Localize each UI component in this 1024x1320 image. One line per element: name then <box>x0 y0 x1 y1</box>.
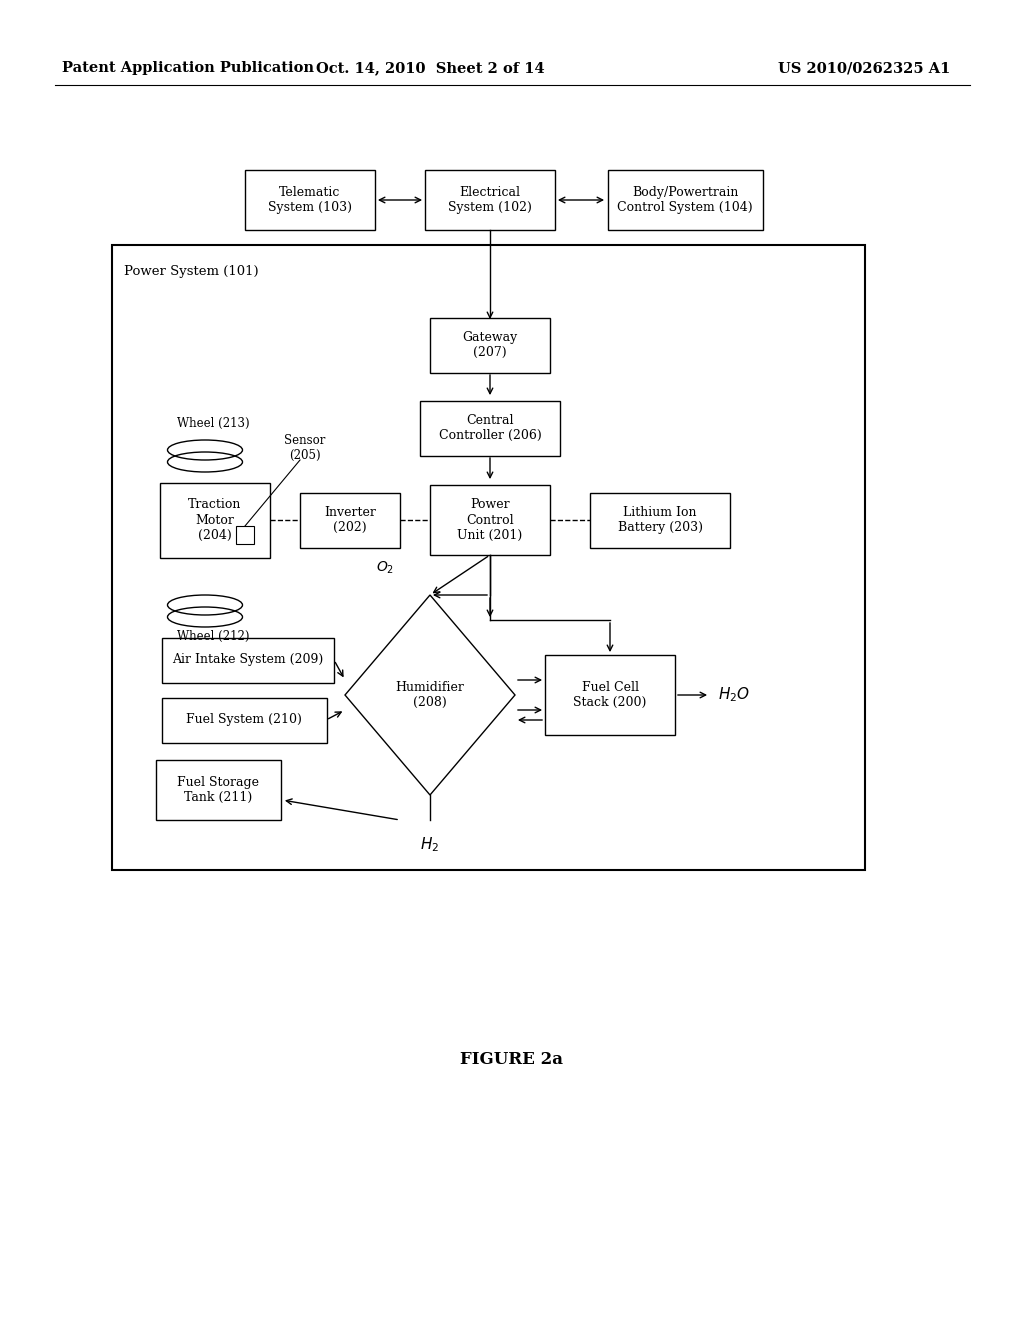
Bar <box>236 525 254 544</box>
FancyBboxPatch shape <box>300 492 400 548</box>
Text: Power System (101): Power System (101) <box>124 265 259 279</box>
Text: $H_2O$: $H_2O$ <box>718 685 751 705</box>
Text: US 2010/0262325 A1: US 2010/0262325 A1 <box>777 61 950 75</box>
Text: Traction
Motor
(204): Traction Motor (204) <box>188 499 242 541</box>
Text: Fuel System (210): Fuel System (210) <box>186 714 302 726</box>
FancyBboxPatch shape <box>545 655 675 735</box>
Text: Fuel Cell
Stack (200): Fuel Cell Stack (200) <box>573 681 647 709</box>
Text: Lithium Ion
Battery (203): Lithium Ion Battery (203) <box>617 506 702 535</box>
FancyBboxPatch shape <box>162 638 334 682</box>
FancyBboxPatch shape <box>156 760 281 820</box>
FancyBboxPatch shape <box>162 697 327 742</box>
FancyBboxPatch shape <box>112 246 865 870</box>
FancyBboxPatch shape <box>590 492 730 548</box>
Text: Telematic
System (103): Telematic System (103) <box>268 186 352 214</box>
Text: Sensor
(205): Sensor (205) <box>285 434 326 462</box>
Text: $H_2$: $H_2$ <box>421 836 439 854</box>
Text: Electrical
System (102): Electrical System (102) <box>449 186 531 214</box>
Text: Wheel (212): Wheel (212) <box>177 630 249 643</box>
FancyBboxPatch shape <box>245 170 375 230</box>
Text: $O_2$: $O_2$ <box>376 560 394 577</box>
Text: Power
Control
Unit (201): Power Control Unit (201) <box>458 499 522 541</box>
Text: Humidifier
(208): Humidifier (208) <box>395 681 465 709</box>
FancyBboxPatch shape <box>425 170 555 230</box>
FancyBboxPatch shape <box>160 483 270 557</box>
Text: Gateway
(207): Gateway (207) <box>463 331 517 359</box>
FancyBboxPatch shape <box>420 400 560 455</box>
Text: Patent Application Publication: Patent Application Publication <box>62 61 314 75</box>
Text: Air Intake System (209): Air Intake System (209) <box>172 653 324 667</box>
Text: Inverter
(202): Inverter (202) <box>324 506 376 535</box>
Text: Body/Powertrain
Control System (104): Body/Powertrain Control System (104) <box>617 186 753 214</box>
FancyBboxPatch shape <box>607 170 763 230</box>
FancyBboxPatch shape <box>430 318 550 372</box>
Text: FIGURE 2a: FIGURE 2a <box>461 1052 563 1068</box>
FancyBboxPatch shape <box>430 484 550 554</box>
Text: Wheel (213): Wheel (213) <box>177 417 249 430</box>
Text: Central
Controller (206): Central Controller (206) <box>438 414 542 442</box>
Text: Fuel Storage
Tank (211): Fuel Storage Tank (211) <box>177 776 259 804</box>
Text: Oct. 14, 2010  Sheet 2 of 14: Oct. 14, 2010 Sheet 2 of 14 <box>315 61 545 75</box>
